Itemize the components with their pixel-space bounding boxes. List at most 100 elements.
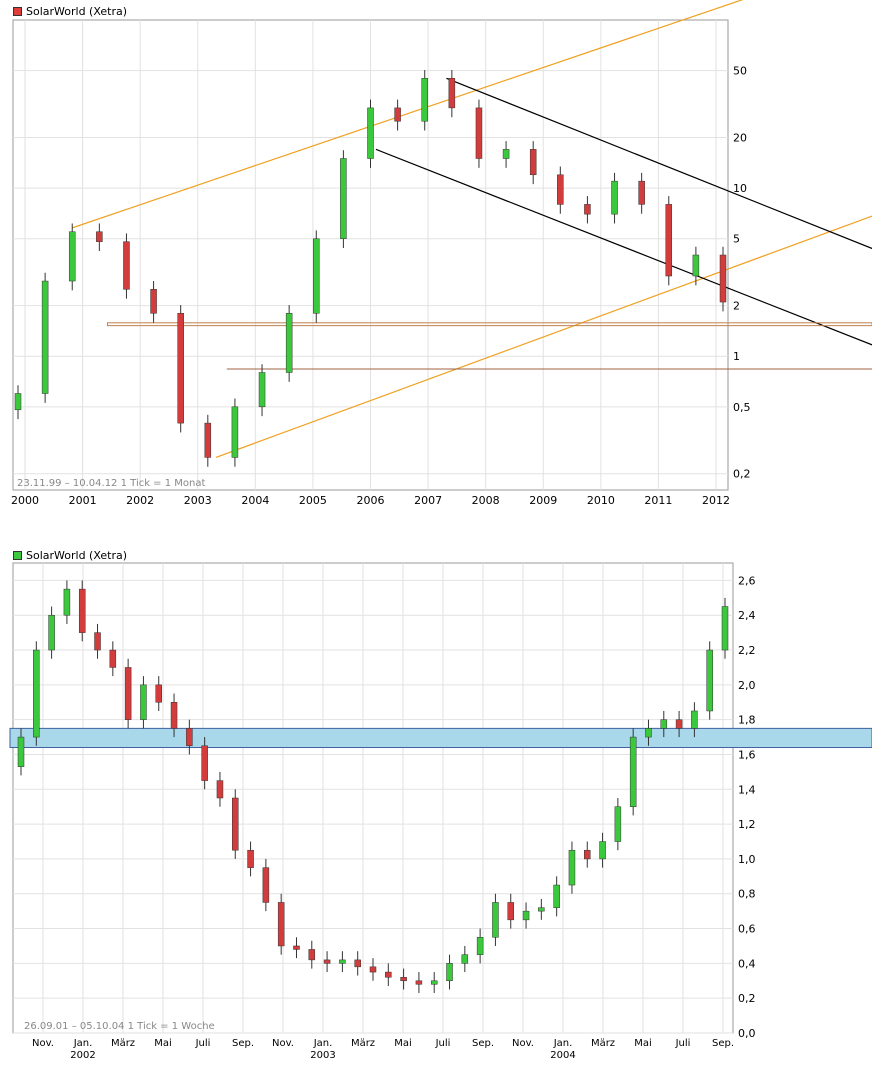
candle: [140, 684, 147, 720]
x-tick-label: 2012: [702, 494, 730, 507]
x-tick-label: Mai: [634, 1038, 652, 1049]
x-tick-label: Juli: [435, 1038, 451, 1049]
candle: [638, 180, 645, 205]
x-tick-label: Juli: [195, 1038, 211, 1049]
weekly-chart-svg: Nov. Jan. März Mai Juli Sep. Nov. Jan. März Mai Ju…: [9, 562, 872, 1061]
candle: [476, 937, 484, 955]
chart-title: SolarWorld (Xetra): [26, 5, 128, 18]
chart-title: SolarWorld (Xetra): [26, 549, 128, 562]
candle: [293, 945, 300, 950]
chart-period-info: 26.09.01 – 05.10.04 1 Tick = 1 Woche: [24, 1021, 215, 1032]
x-tick-label: Sep.: [712, 1038, 734, 1049]
candle: [448, 78, 456, 109]
candle: [277, 902, 285, 947]
candle: [446, 963, 453, 982]
candle: [78, 588, 86, 633]
candle: [369, 966, 377, 973]
candle: [421, 78, 428, 122]
candle: [313, 238, 320, 314]
x-tick-label: 2006: [357, 494, 385, 507]
x-tick-label: 2002: [126, 494, 154, 507]
candle: [584, 849, 591, 860]
x-tick-label: 2004: [241, 494, 269, 507]
x-tick-label: Sep.: [472, 1038, 494, 1049]
y-tick-label: 50: [733, 65, 747, 78]
candle: [614, 806, 622, 842]
candle: [258, 372, 266, 408]
candle: [186, 728, 193, 747]
chart-legend: SolarWorld (Xetra): [13, 5, 127, 18]
candle: [41, 280, 49, 394]
candle: [400, 977, 407, 982]
x-tick-label: 2003: [184, 494, 212, 507]
y-tick-label: 1: [733, 350, 740, 363]
candle: [538, 907, 545, 912]
y-tick-label: 2,0: [738, 679, 756, 692]
y-tick-label: 1,6: [738, 748, 756, 761]
candle: [262, 867, 270, 903]
candle: [645, 728, 652, 738]
candle: [675, 719, 683, 729]
candle: [155, 684, 162, 703]
x-tick-label: Nov.: [512, 1038, 534, 1049]
downtrend-upper-line: [446, 77, 872, 250]
candle: [323, 959, 331, 964]
lower-trend-line: [215, 215, 872, 458]
chart-panel-weekly: Nov. Jan. März Mai Juli Sep. Nov. Jan. März Mai Ju…: [0, 545, 872, 1073]
y-tick-label: 1,2: [738, 818, 756, 831]
candle: [354, 959, 361, 968]
candle: [48, 614, 55, 651]
candle: [68, 231, 76, 282]
x-tick-label: Nov.: [272, 1038, 294, 1049]
x-tick-label: Jan.: [313, 1038, 333, 1049]
candle: [109, 649, 117, 668]
candle: [599, 841, 606, 860]
x-tick-label: Jan.: [73, 1038, 93, 1049]
y-tick-label: 1,0: [738, 853, 756, 866]
x-tick-label: 2008: [472, 494, 500, 507]
candle: [629, 736, 637, 807]
candle: [204, 422, 212, 458]
candle: [150, 289, 157, 314]
x-tick-label: Juli: [675, 1038, 691, 1049]
plot-area: [12, 562, 734, 1034]
x-tick-label: Nov.: [32, 1038, 54, 1049]
x-year-label: 2004: [550, 1050, 575, 1061]
candle: [507, 902, 514, 921]
x-tick-label: März: [591, 1038, 615, 1049]
candle: [568, 849, 576, 886]
y-tick-label: 2,6: [738, 574, 756, 587]
y-tick-label: 20: [733, 132, 747, 145]
y-tick-label: 1,8: [738, 714, 756, 727]
candle: [367, 107, 374, 159]
candle: [170, 702, 178, 729]
x-tick-label: 2005: [299, 494, 327, 507]
candle: [475, 107, 483, 159]
y-tick-label: 2: [733, 300, 740, 313]
legend-swatch-icon: [13, 551, 22, 560]
candle: [430, 980, 438, 985]
y-tick-label: 2,4: [738, 609, 756, 622]
y-tick-label: 0,5: [733, 401, 751, 414]
y-tick-label: 0,6: [738, 923, 756, 936]
monthly-chart-svg: 2000 2001 2002 2003 2004 2005 2006 2007 2008 2009…: [11, 0, 872, 507]
candle: [232, 797, 239, 851]
y-tick-label: 1,4: [738, 783, 756, 796]
candle: [123, 241, 130, 290]
y-tick-label: 0,2: [733, 468, 751, 481]
x-tick-label: Sep.: [232, 1038, 254, 1049]
candle: [96, 231, 103, 242]
candle: [63, 588, 71, 616]
x-tick-label: Jan.: [553, 1038, 573, 1049]
x-tick-label: 2000: [11, 494, 39, 507]
candle: [529, 149, 537, 176]
y-tick-label: 2,2: [738, 644, 756, 657]
candle: [691, 710, 698, 729]
chart-period-info: 23.11.99 – 10.04.12 1 Tick = 1 Monat: [17, 478, 206, 489]
candle: [216, 780, 224, 799]
y-tick-label: 10: [733, 182, 747, 195]
candle: [660, 719, 668, 729]
candle: [706, 649, 713, 712]
x-year-label: 2002: [70, 1050, 95, 1061]
y-tick-label: 0,4: [738, 957, 756, 970]
